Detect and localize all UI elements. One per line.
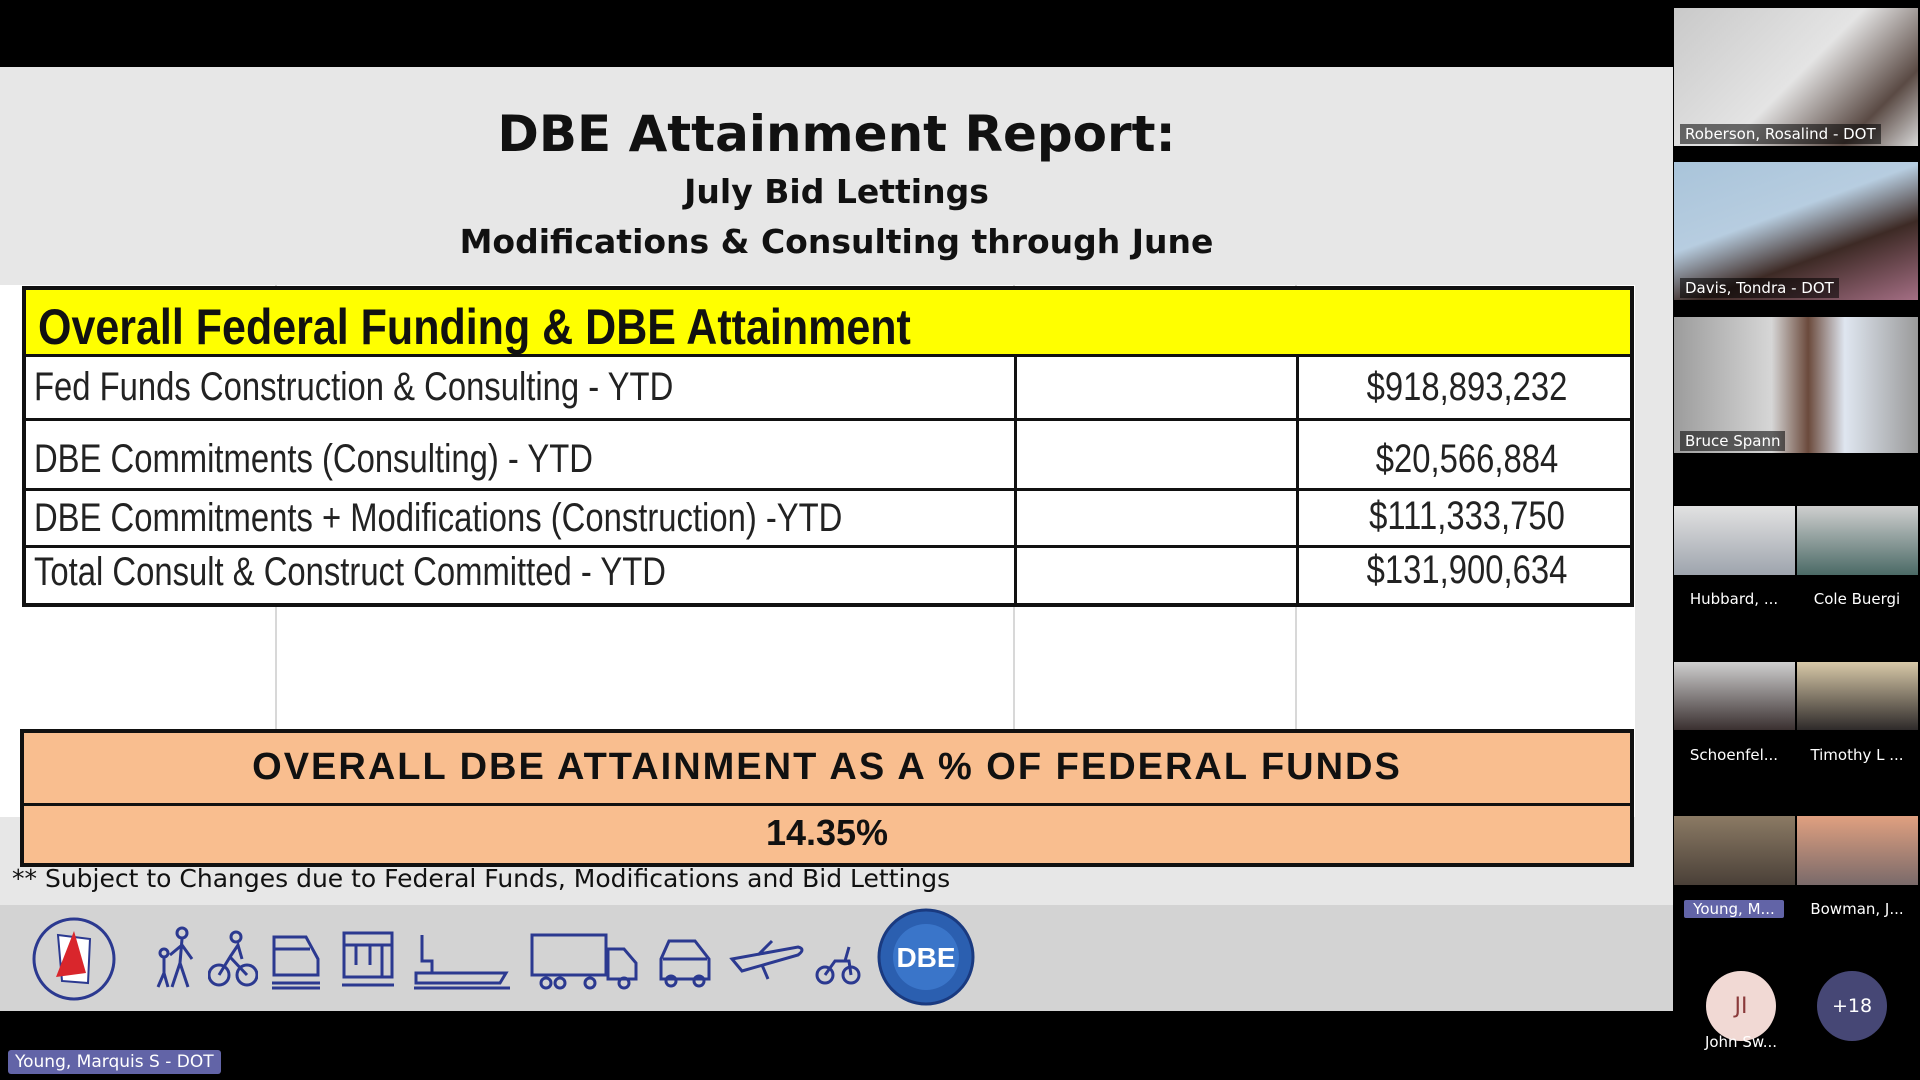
participant-name: John Sw... xyxy=(1704,1033,1778,1051)
car-icon xyxy=(659,939,711,988)
table-row: Fed Funds Construction & Consulting - YT… xyxy=(22,354,1634,418)
participant-video-tile[interactable]: Roberson, Rosalind - DOT xyxy=(1674,8,1918,146)
slide-subtitle-1: July Bid Lettings xyxy=(684,172,989,211)
bus-icon xyxy=(342,931,394,987)
participant-video-tile[interactable]: Bruce Spann xyxy=(1674,317,1918,453)
participant-video-tile[interactable]: Davis, Tondra - DOT xyxy=(1674,162,1918,300)
table-header: Overall Federal Funding & DBE Attainment xyxy=(22,286,1634,358)
slide-title: DBE Attainment Report: xyxy=(497,105,1176,163)
airplane-icon xyxy=(729,939,804,980)
participant-video-tile[interactable] xyxy=(1797,662,1918,730)
participant-name-active: Young, M... xyxy=(1684,900,1784,918)
bicycle-icon xyxy=(208,930,258,987)
slide-subtitle-2: Modifications & Consulting through June xyxy=(459,222,1214,261)
participant-name: Hubbard, ... xyxy=(1689,590,1779,608)
svg-text:DBE: DBE xyxy=(896,942,955,973)
table-row: Total Consult & Construct Committed - YT… xyxy=(22,545,1634,607)
participant-name: Bowman, J... xyxy=(1810,900,1904,918)
presenter-name-tag: Young, Marquis S - DOT xyxy=(8,1050,221,1074)
ship-icon xyxy=(414,935,510,990)
footnote: ** Subject to Changes due to Federal Fun… xyxy=(12,864,951,893)
participant-video-tile[interactable] xyxy=(1674,662,1795,730)
participant-name: Timothy L ... xyxy=(1810,746,1904,764)
attainment-value: 14.35% xyxy=(20,803,1634,867)
shared-slide: DBE Attainment Report: July Bid Lettings… xyxy=(0,67,1673,1011)
participant-video-tile[interactable] xyxy=(1797,506,1918,575)
dbe-certified-logo: DBE xyxy=(877,908,975,1006)
attainment-label: OVERALL DBE ATTAINMENT AS A % OF FEDERAL… xyxy=(20,729,1634,807)
participant-video-tile[interactable] xyxy=(1674,816,1795,885)
train-icon xyxy=(272,935,320,990)
more-participants-button[interactable]: +18 xyxy=(1817,971,1887,1041)
participant-video-tile[interactable] xyxy=(1797,816,1918,885)
wisdot-logo xyxy=(32,917,116,1001)
motorcycle-icon xyxy=(815,946,861,985)
spreadsheet: Overall Federal Funding & DBE Attainment… xyxy=(0,285,1635,867)
participant-name: Schoenfel... xyxy=(1689,746,1779,764)
truck-icon xyxy=(530,933,638,990)
table-row: DBE Commitments (Consulting) - YTD $20,56… xyxy=(22,418,1634,488)
logo-band: DBE xyxy=(0,905,1673,1011)
table-row: DBE Commitments + Modifications (Constru… xyxy=(22,488,1634,545)
participant-video-tile[interactable] xyxy=(1674,506,1795,575)
participant-name: Cole Buergi xyxy=(1813,590,1901,608)
pedestrian-icon xyxy=(156,926,194,988)
participant-avatar[interactable]: JI xyxy=(1706,971,1776,1041)
